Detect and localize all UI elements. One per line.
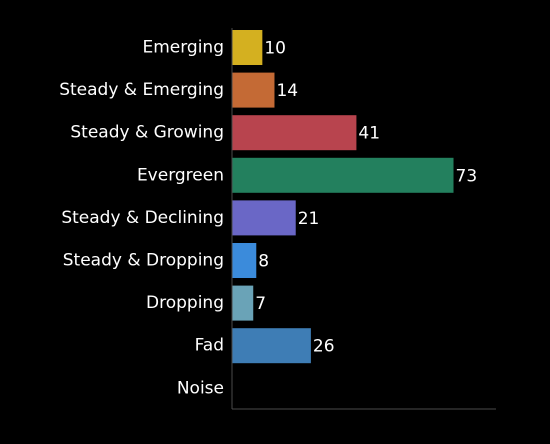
value-label-emerging: 10 — [264, 39, 286, 59]
bar-fad — [232, 328, 311, 364]
category-label-emerging: Emerging — [142, 38, 224, 58]
bar-steady-and-declining — [232, 200, 296, 236]
bars-group — [232, 30, 454, 364]
value-label-steady-and-dropping: 8 — [258, 252, 269, 272]
value-label-steady-and-growing: 41 — [358, 124, 380, 144]
category-label-steady-and-declining: Steady & Declining — [61, 208, 224, 228]
value-label-fad: 26 — [313, 337, 335, 357]
value-label-steady-and-emerging: 14 — [276, 81, 298, 101]
category-labels-group: Emerging Steady & Emerging Steady & Growin… — [59, 38, 224, 399]
category-label-evergreen: Evergreen — [137, 165, 224, 185]
category-label-noise: Noise — [177, 378, 224, 398]
bar-steady-and-dropping — [232, 243, 257, 278]
category-label-dropping: Dropping — [146, 293, 224, 313]
bar-steady-and-growing — [232, 115, 357, 151]
category-label-steady-and-dropping: Steady & Dropping — [63, 251, 224, 271]
bar-evergreen — [232, 157, 454, 193]
bar-emerging — [232, 30, 263, 65]
value-labels-group: 10 14 41 73 21 8 7 26 — [255, 39, 477, 357]
value-label-dropping: 7 — [255, 294, 266, 314]
category-label-steady-and-growing: Steady & Growing — [70, 123, 224, 143]
category-label-steady-and-emerging: Steady & Emerging — [59, 80, 224, 100]
value-label-evergreen: 73 — [456, 166, 478, 186]
category-label-fad: Fad — [195, 336, 224, 356]
bar-dropping — [232, 285, 254, 321]
bar-steady-and-emerging — [232, 72, 275, 108]
value-label-steady-and-declining: 21 — [298, 209, 320, 229]
